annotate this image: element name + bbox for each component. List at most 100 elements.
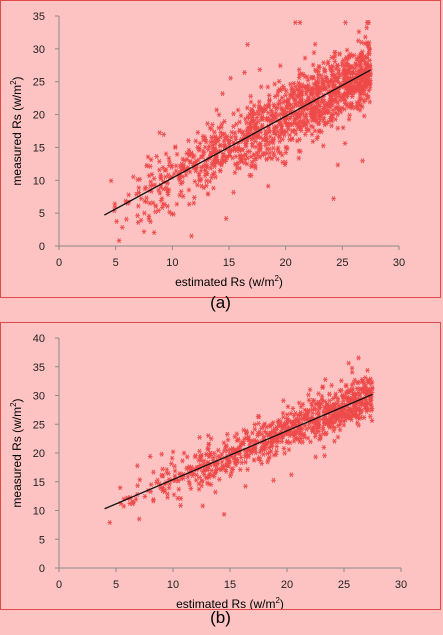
scatter-point (161, 131, 166, 138)
scatter-point (319, 416, 324, 422)
x-tick-label: 0 (56, 257, 62, 269)
scatter-point (226, 141, 232, 147)
chart-caption-a: (a) (210, 293, 231, 312)
scatter-point (278, 63, 283, 69)
scatter-point (285, 412, 290, 418)
scatter-point (286, 447, 292, 453)
scatter-point (284, 88, 289, 94)
scatter-point (213, 489, 218, 495)
scatter-point (292, 116, 298, 122)
scatter-point (318, 435, 324, 441)
scatter-point (332, 49, 338, 56)
scatter-point (313, 114, 318, 120)
scatter-point (223, 467, 228, 473)
scatter-point (367, 99, 373, 105)
scatter-point (235, 437, 241, 443)
scatter-point (335, 434, 341, 440)
x-tick-label: 30 (393, 257, 405, 269)
scatter-point (195, 129, 201, 135)
scatter-point (220, 463, 226, 470)
scatter-point (359, 77, 364, 83)
scatter-point (142, 210, 147, 216)
scatter-point (210, 149, 216, 155)
scatter-point (301, 432, 307, 438)
scatter-point (324, 430, 329, 436)
y-tick-label: 30 (33, 44, 45, 56)
y-tick-label: 15 (33, 142, 45, 154)
scatter-point (183, 172, 189, 178)
scatter-point (217, 142, 223, 148)
scatter-point (337, 427, 343, 433)
scatter-point (302, 131, 308, 137)
scatter-point (218, 134, 223, 140)
scatter-point (292, 96, 298, 102)
scatter-point (266, 92, 272, 98)
scatter-point (339, 387, 344, 393)
scatter-point (332, 425, 338, 431)
scatter-point (219, 121, 225, 127)
scatter-point (208, 165, 214, 171)
scatter-point (309, 91, 314, 97)
scatter-point (288, 81, 293, 87)
scatter-point (206, 143, 212, 149)
scatter-point (245, 130, 250, 136)
scatter-point (181, 450, 187, 456)
x-tick-label: 10 (166, 257, 178, 269)
scatter-point (316, 401, 322, 407)
scatter-point (119, 224, 125, 230)
scatter-point (332, 59, 338, 65)
scatter-point (316, 391, 321, 397)
scatter-point (271, 452, 277, 458)
scatter-point (157, 167, 162, 173)
scatter-point (349, 382, 355, 388)
scatter-point (310, 86, 315, 92)
scatter-point (174, 151, 180, 157)
scatter-point (329, 116, 334, 122)
scatter-point (204, 178, 209, 184)
scatter-point (219, 156, 225, 162)
scatter-point (249, 107, 254, 114)
scatter-point (279, 124, 285, 130)
scatter-point (343, 20, 348, 26)
scatter-point (227, 149, 232, 155)
scatter-point (269, 444, 274, 450)
scatter-point (279, 95, 285, 101)
scatter-point (296, 92, 302, 98)
x-tick-label: 15 (223, 257, 235, 269)
scatter-point (342, 72, 348, 78)
scatter-point (232, 130, 238, 136)
scatter-point (246, 454, 251, 460)
y-tick-label: 10 (33, 175, 45, 187)
scatter-point (213, 134, 218, 140)
scatter-point (304, 106, 310, 112)
scatter-point (233, 153, 239, 160)
scatter-point (347, 387, 353, 393)
scatter-point (231, 189, 236, 195)
scatter-point (296, 400, 302, 406)
scatter-point (220, 91, 225, 97)
x-tick-label: 5 (113, 579, 119, 591)
scatter-point (208, 482, 214, 488)
scatter-point (326, 119, 331, 125)
scatter-point (322, 102, 328, 108)
scatter-point (325, 61, 331, 67)
scatter-point (112, 201, 118, 207)
scatter-point (209, 134, 215, 140)
y-tick-label: 20 (33, 448, 45, 460)
scatter-point (269, 421, 275, 427)
scatter-point (200, 503, 206, 509)
scatter-point (339, 378, 344, 384)
scatter-point (335, 162, 341, 168)
scatter-point (207, 178, 213, 184)
scatter-point (204, 452, 209, 458)
scatter-point (308, 75, 314, 81)
scatter-point (210, 160, 215, 166)
scatter-point (202, 144, 208, 150)
scatter-point (330, 113, 335, 119)
scatter-point (342, 106, 347, 112)
scatter-point (306, 397, 312, 403)
scatter-point (238, 113, 244, 119)
scatter-point (135, 483, 140, 489)
scatter-point (218, 168, 223, 174)
scatter-point (237, 119, 242, 125)
